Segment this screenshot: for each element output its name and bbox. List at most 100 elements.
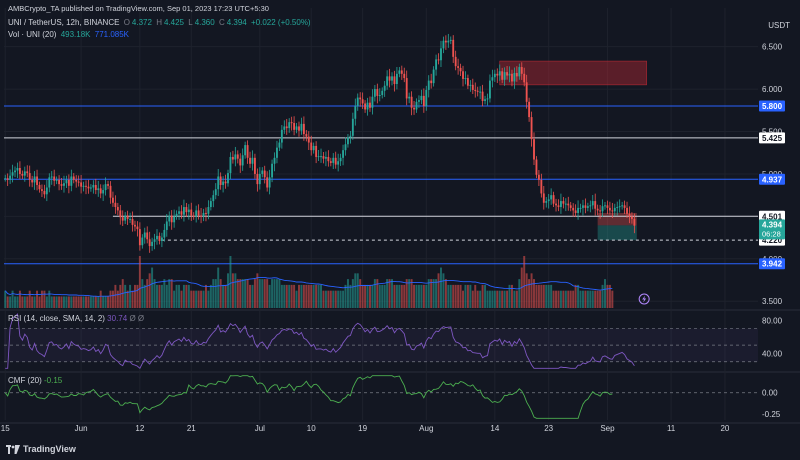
candle-body (410, 96, 413, 108)
candle-body (261, 170, 264, 174)
volume-bar (557, 290, 560, 308)
candle-body (484, 99, 486, 101)
volume-bar (391, 279, 393, 308)
volume-bar (555, 290, 558, 308)
rsi-value: 30.74 (107, 314, 128, 323)
volume-bar (320, 284, 323, 308)
candle-body (4, 178, 7, 180)
candle-body (175, 213, 178, 217)
candle-body (408, 96, 411, 99)
volume-bar (28, 290, 31, 308)
candle-body (466, 78, 469, 86)
volume-bar (444, 279, 447, 308)
volume-bar (33, 296, 36, 308)
level-tag (759, 132, 785, 144)
volume-bar (508, 284, 511, 308)
time-axis: 15 Jun 12 21 Jul 10 19 Aug 14 23 Sep 11 20 (1, 424, 730, 433)
x-tick-label: 21 (187, 424, 196, 433)
volume-bar (70, 296, 73, 308)
candle-body (253, 157, 256, 174)
candle-body (337, 161, 340, 165)
volume-bar (136, 284, 139, 308)
volume-bar (202, 290, 205, 308)
volume-bar (371, 284, 374, 308)
candle-body (227, 173, 229, 184)
volume-bar (604, 279, 606, 308)
volume-bar (310, 284, 313, 308)
candle-body (23, 171, 26, 176)
candle-body (540, 179, 543, 194)
volume-bar (342, 290, 345, 308)
volume-bar (133, 284, 136, 308)
rsi-legend[interactable]: RSI (14, close, SMA, 14, 2) 30.74 Ø Ø (8, 314, 144, 323)
candle-body (508, 73, 511, 76)
candle-body (43, 190, 46, 195)
volume-bar (180, 290, 183, 308)
low-label: L (188, 18, 193, 27)
candle-body (560, 201, 562, 208)
volume-bar (462, 290, 464, 308)
volume-bar (195, 290, 198, 308)
volume-bar (442, 273, 445, 308)
candle-body (432, 69, 435, 84)
volume-bar (190, 290, 193, 308)
candle-body (391, 76, 393, 81)
level-tag-label: 4.937 (762, 175, 783, 184)
volume-bar (322, 290, 325, 308)
candle-body (523, 73, 526, 83)
volume-bar (601, 284, 604, 308)
rsi-line (5, 313, 635, 370)
volume-bar (329, 290, 332, 308)
candle-body (285, 126, 288, 129)
indicator-panes (4, 313, 758, 419)
candle-body (89, 187, 92, 189)
candle-body (535, 159, 538, 175)
volume-bar (285, 284, 288, 308)
volume-bar (351, 279, 354, 308)
volume-bar (545, 284, 548, 308)
cmf-legend[interactable]: CMF (20) -0.15 (8, 376, 62, 385)
candle-body (112, 197, 114, 203)
cmf-tick-label: -0.25 (762, 410, 781, 419)
candle-body (246, 145, 249, 158)
volume-bar (283, 284, 286, 308)
last-price-tag (759, 219, 785, 240)
tradingview-brand[interactable]: TradingView (6, 444, 76, 454)
candle-body (263, 170, 266, 178)
volume-bar (138, 256, 141, 308)
candle-body (327, 156, 330, 162)
volume-bar (275, 279, 278, 308)
volume-bar (163, 279, 166, 308)
volume-bar (9, 296, 12, 308)
volume-label[interactable]: Vol · UNI (20) (8, 30, 57, 39)
volume-bar (158, 284, 161, 308)
volume-bar (530, 273, 533, 308)
volume-bar (168, 279, 171, 308)
x-tick-label: Jul (255, 424, 265, 433)
candle-body (173, 216, 176, 223)
volume-bar (596, 290, 599, 308)
symbol-name[interactable]: UNI / TetherUS, 12h, BINANCE (8, 18, 120, 27)
candle-body (604, 205, 606, 207)
candle-body (351, 118, 354, 136)
candle-body (65, 179, 68, 184)
rsi-label: RSI (14, close, SMA, 14, 2) (8, 314, 105, 323)
volume-bar (466, 284, 469, 308)
volume-bar (290, 284, 293, 308)
level-tag-label: 3.942 (762, 260, 783, 269)
volume-bar (258, 279, 261, 308)
candle-body (525, 82, 528, 102)
volume-bars (4, 256, 614, 308)
candle-body (471, 84, 474, 90)
candle-body (364, 103, 367, 110)
volume-bar (62, 296, 65, 308)
candle-body (347, 137, 349, 145)
volume-bar (212, 279, 215, 308)
volume-bar (256, 273, 259, 308)
candle-body (268, 177, 271, 188)
candle-body (626, 207, 628, 214)
close-label: C (218, 18, 225, 27)
volume-bar (339, 290, 342, 308)
candle-body (422, 95, 425, 107)
